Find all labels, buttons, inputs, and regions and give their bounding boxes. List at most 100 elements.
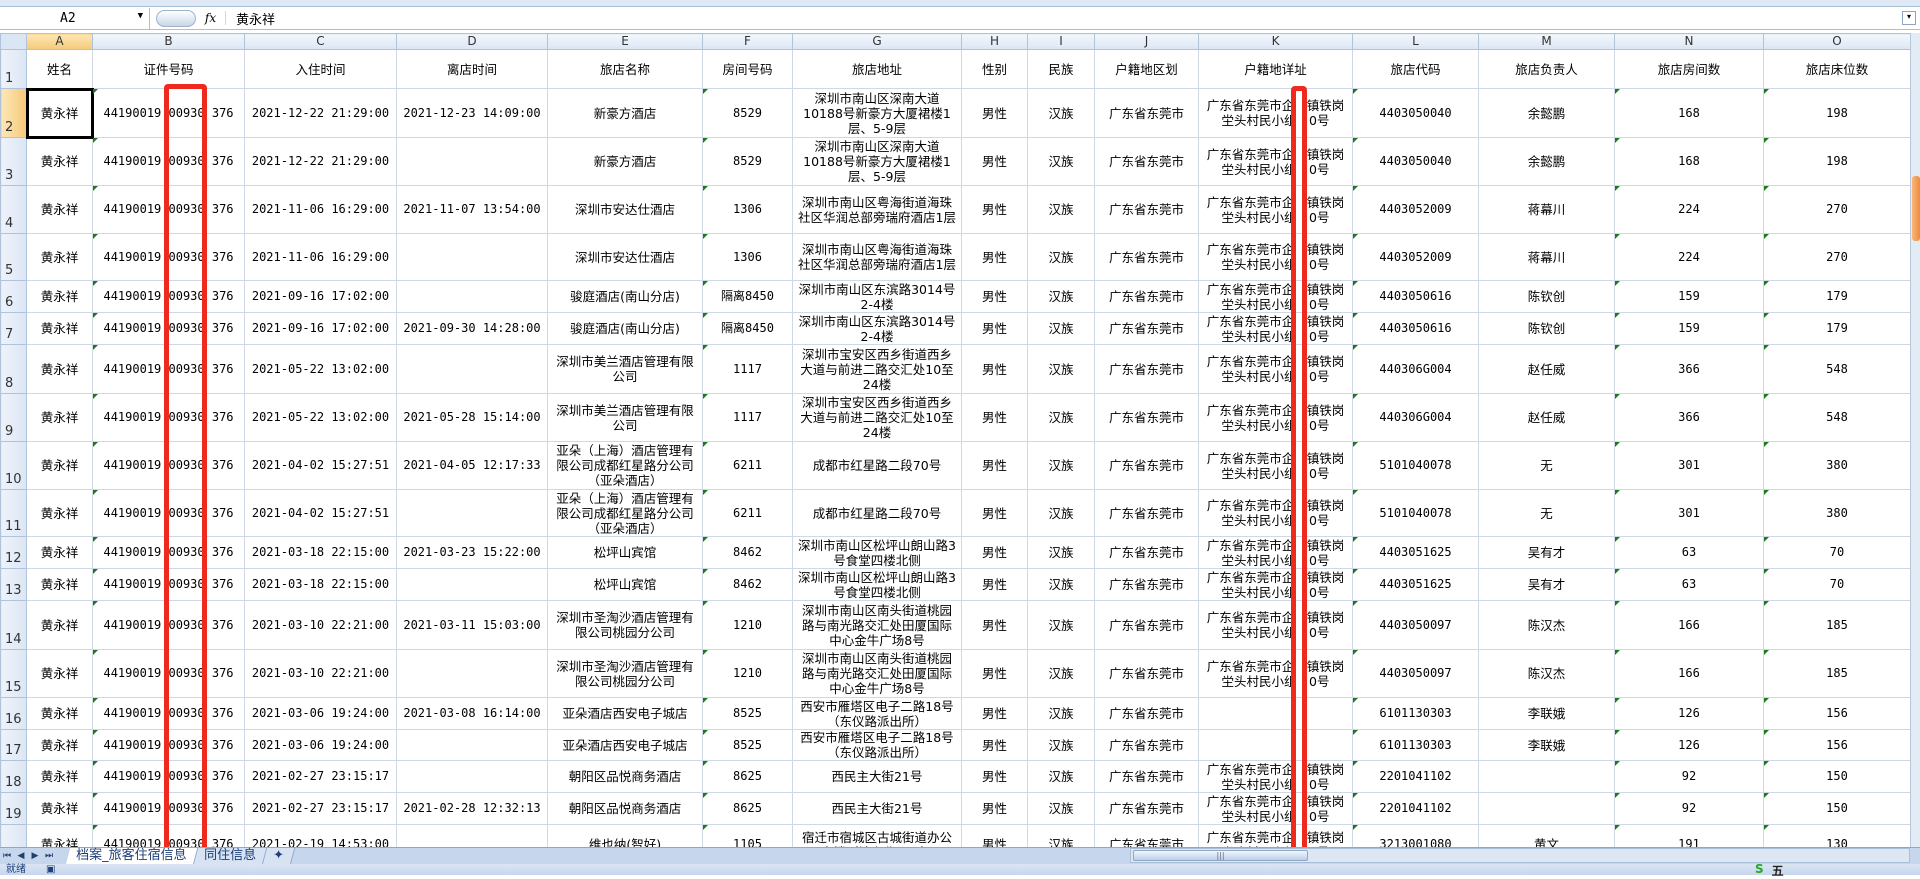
cell-C3[interactable]: 2021-12-22 21:29:00: [244, 137, 397, 186]
cell-N10[interactable]: 301: [1614, 441, 1764, 490]
row-header[interactable]: 14: [0, 600, 27, 650]
cell-H19[interactable]: 男性: [961, 792, 1028, 825]
cell-H6[interactable]: 男性: [961, 280, 1028, 313]
cell-A17[interactable]: 黄永祥: [26, 729, 93, 761]
cell-O3[interactable]: 198: [1763, 137, 1910, 186]
cell-C12[interactable]: 2021-03-18 22:15:00: [244, 536, 397, 569]
insert-sheet-button[interactable]: ✦: [262, 847, 295, 865]
column-title-cell[interactable]: 户籍地详址: [1198, 49, 1353, 89]
cell-E6[interactable]: 骏庭酒店(南山分店): [547, 280, 703, 313]
cell-C16[interactable]: 2021-03-06 19:24:00: [244, 697, 397, 730]
cell-A19[interactable]: 黄永祥: [26, 792, 93, 825]
cell-K2[interactable]: 广东省东莞市企 镇铁岗坣头村民小组 0号: [1198, 88, 1353, 138]
cell-A11[interactable]: 黄永祥: [26, 489, 93, 537]
cell-D15[interactable]: [396, 649, 548, 698]
select-all-corner[interactable]: [0, 33, 27, 50]
cell-O9[interactable]: 548: [1763, 393, 1910, 442]
chevron-down-icon[interactable]: ▼: [137, 10, 143, 21]
cell-C2[interactable]: 2021-12-22 21:29:00: [244, 88, 397, 138]
cell-E12[interactable]: 松坪山宾馆: [547, 536, 703, 569]
column-header-N[interactable]: N: [1614, 33, 1764, 50]
cell-L15[interactable]: 4403050097: [1352, 649, 1479, 698]
cell-A20[interactable]: 黄永祥: [26, 824, 93, 847]
cell-H14[interactable]: 男性: [961, 600, 1028, 650]
cell-H11[interactable]: 男性: [961, 489, 1028, 537]
cell-B7[interactable]: 44190019 00930 376: [92, 312, 245, 345]
cell-L5[interactable]: 4403052009: [1352, 233, 1479, 281]
column-title-cell[interactable]: 房间号码: [702, 49, 793, 89]
cell-J2[interactable]: 广东省东莞市: [1094, 88, 1199, 138]
row-header[interactable]: 3: [0, 137, 27, 186]
cell-N2[interactable]: 168: [1614, 88, 1764, 138]
cell-I10[interactable]: 汉族: [1027, 441, 1095, 490]
cell-B12[interactable]: 44190019 00930 376: [92, 536, 245, 569]
cell-N3[interactable]: 168: [1614, 137, 1764, 186]
cell-O20[interactable]: 130: [1763, 824, 1910, 847]
cell-G3[interactable]: 深圳市南山区深南大道10188号新豪方大厦裙楼1层、5-9层: [792, 137, 962, 186]
cell-I9[interactable]: 汉族: [1027, 393, 1095, 442]
horizontal-scrollbar[interactable]: |||: [1130, 848, 1910, 863]
cell-A18[interactable]: 黄永祥: [26, 760, 93, 793]
cell-I18[interactable]: 汉族: [1027, 760, 1095, 793]
cell-I11[interactable]: 汉族: [1027, 489, 1095, 537]
cell-J15[interactable]: 广东省东莞市: [1094, 649, 1199, 698]
cell-M12[interactable]: 吴有才: [1478, 536, 1615, 569]
cell-H9[interactable]: 男性: [961, 393, 1028, 442]
cell-F15[interactable]: 1210: [702, 649, 793, 698]
cell-M15[interactable]: 陈汉杰: [1478, 649, 1615, 698]
cell-E18[interactable]: 朝阳区品悦商务酒店: [547, 760, 703, 793]
cell-L8[interactable]: 440306G004: [1352, 344, 1479, 394]
cell-M3[interactable]: 余懿鹏: [1478, 137, 1615, 186]
spreadsheet-grid[interactable]: A B C D E F G H I J K L M N O 1 姓名 证件号码 入住时间 离店时间 旅店名称 房间号码 旅店…: [0, 33, 1910, 847]
cell-K15[interactable]: 广东省东莞市企 镇铁岗坣头村民小组 0号: [1198, 649, 1353, 698]
cell-L9[interactable]: 440306G004: [1352, 393, 1479, 442]
cell-A10[interactable]: 黄永祥: [26, 441, 93, 490]
cell-G5[interactable]: 深圳市南山区粤海街道海珠社区华润总部旁瑞府酒店1层: [792, 233, 962, 281]
cell-H18[interactable]: 男性: [961, 760, 1028, 793]
cell-J12[interactable]: 广东省东莞市: [1094, 536, 1199, 569]
cell-F2[interactable]: 8529: [702, 88, 793, 138]
cell-N4[interactable]: 224: [1614, 185, 1764, 234]
column-title-cell[interactable]: 离店时间: [396, 49, 548, 89]
cell-N13[interactable]: 63: [1614, 568, 1764, 601]
cell-A12[interactable]: 黄永祥: [26, 536, 93, 569]
cell-C20[interactable]: 2021-02-19 14:53:00: [244, 824, 397, 847]
cell-C15[interactable]: 2021-03-10 22:21:00: [244, 649, 397, 698]
cell-M18[interactable]: [1478, 760, 1615, 793]
cell-C5[interactable]: 2021-11-06 16:29:00: [244, 233, 397, 281]
cell-K20[interactable]: 广东省东莞市企 镇铁岗坣头村民小组 0号: [1198, 824, 1353, 847]
cell-N15[interactable]: 166: [1614, 649, 1764, 698]
cell-J16[interactable]: 广东省东莞市: [1094, 697, 1199, 730]
cell-B11[interactable]: 44190019 00930 376: [92, 489, 245, 537]
cell-E2[interactable]: 新豪方酒店: [547, 88, 703, 138]
cell-C13[interactable]: 2021-03-18 22:15:00: [244, 568, 397, 601]
cell-B2[interactable]: 44190019 00930 376: [92, 88, 245, 138]
cell-J13[interactable]: 广东省东莞市: [1094, 568, 1199, 601]
cell-D3[interactable]: [396, 137, 548, 186]
cell-M11[interactable]: 无: [1478, 489, 1615, 537]
cell-H7[interactable]: 男性: [961, 312, 1028, 345]
cell-O19[interactable]: 150: [1763, 792, 1910, 825]
cell-E13[interactable]: 松坪山宾馆: [547, 568, 703, 601]
cell-F4[interactable]: 1306: [702, 185, 793, 234]
cell-O12[interactable]: 70: [1763, 536, 1910, 569]
cell-G16[interactable]: 西安市雁塔区电子二路18号（东仪路派出所）: [792, 697, 962, 730]
cell-K12[interactable]: 广东省东莞市企 镇铁岗坣头村民小组 0号: [1198, 536, 1353, 569]
cell-J5[interactable]: 广东省东莞市: [1094, 233, 1199, 281]
cell-K11[interactable]: 广东省东莞市企 镇铁岗坣头村民小组 0号: [1198, 489, 1353, 537]
cell-M10[interactable]: 无: [1478, 441, 1615, 490]
cell-G6[interactable]: 深圳市南山区东滨路3014号2-4楼: [792, 280, 962, 313]
cell-C17[interactable]: 2021-03-06 19:24:00: [244, 729, 397, 761]
cell-N17[interactable]: 126: [1614, 729, 1764, 761]
cell-E15[interactable]: 深圳市圣淘沙酒店管理有限公司桃园分公司: [547, 649, 703, 698]
sheet-tab-guest-lodging[interactable]: 档案_旅客住宿信息: [65, 847, 198, 865]
cell-J7[interactable]: 广东省东莞市: [1094, 312, 1199, 345]
cell-G13[interactable]: 深圳市南山区松坪山朗山路3号食堂四楼北侧: [792, 568, 962, 601]
cell-I14[interactable]: 汉族: [1027, 600, 1095, 650]
cell-B14[interactable]: 44190019 00930 376: [92, 600, 245, 650]
cell-D18[interactable]: [396, 760, 548, 793]
cell-L20[interactable]: 3213001080: [1352, 824, 1479, 847]
cell-A2[interactable]: 黄永祥: [25, 87, 94, 139]
cell-H5[interactable]: 男性: [961, 233, 1028, 281]
